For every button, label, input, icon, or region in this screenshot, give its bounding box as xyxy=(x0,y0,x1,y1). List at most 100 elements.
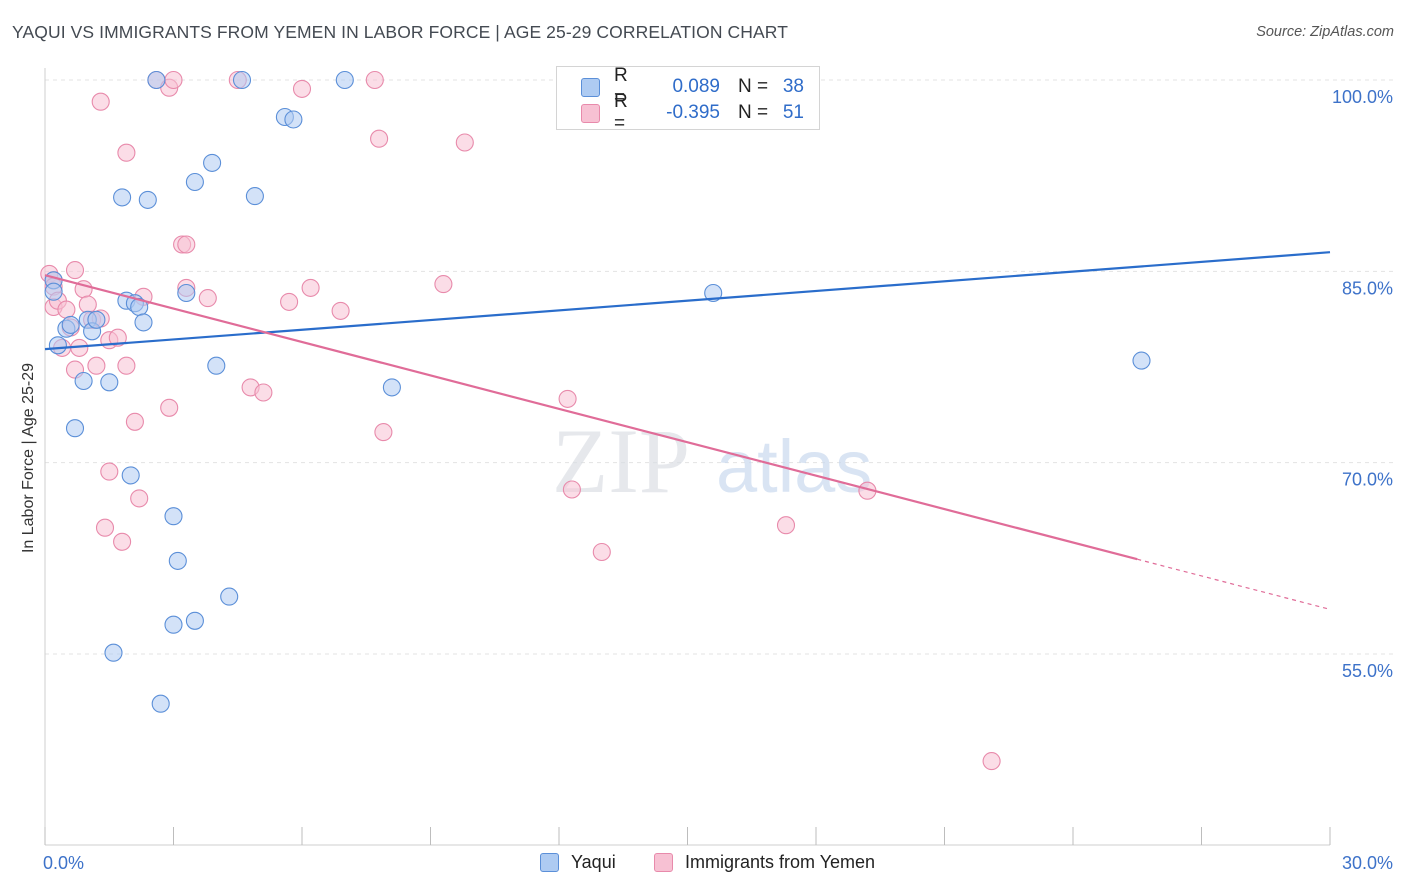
yemen-point xyxy=(125,412,144,431)
yemen-point xyxy=(117,143,136,162)
r-label: R = xyxy=(614,65,628,108)
yemen-point xyxy=(280,292,299,311)
yaqui-point xyxy=(177,283,196,303)
legend-item-yaqui[interactable]: Yaqui xyxy=(540,852,616,873)
yaqui-point xyxy=(147,70,166,90)
y-axis-label: In Labor Force | Age 25-29 xyxy=(20,362,37,554)
watermark-atlas: atlas xyxy=(716,425,872,508)
gridlines xyxy=(45,79,1395,655)
yemen-point xyxy=(198,289,217,308)
series-legend: Yaqui Immigrants from Yemen xyxy=(0,852,1406,878)
yaqui-point xyxy=(220,587,239,606)
yaqui-point xyxy=(100,373,119,392)
yemen-point xyxy=(592,542,611,562)
chart-title: YAQUI VS IMMIGRANTS FROM YEMEN IN LABOR … xyxy=(12,22,789,42)
yaqui-point xyxy=(232,70,252,90)
n-label: N = xyxy=(738,102,769,123)
yaqui-point xyxy=(151,694,170,713)
yaqui-point xyxy=(74,371,93,391)
x-tick-label: 30.0% xyxy=(1342,853,1393,873)
yaqui-point xyxy=(134,313,153,332)
yaqui-point xyxy=(164,615,183,634)
yemen-point xyxy=(95,518,115,537)
yemen-point xyxy=(365,70,384,90)
yaqui-point xyxy=(245,187,264,206)
yaqui-point xyxy=(48,336,67,355)
yemen-point xyxy=(455,133,474,152)
yaqui-trend-line xyxy=(44,251,1331,351)
source-credit: Source: ZipAtlas.com xyxy=(1256,24,1394,40)
r-value: -0.395 xyxy=(666,102,720,123)
yemen-point xyxy=(301,278,320,297)
yaqui-point xyxy=(1132,351,1151,370)
n-label: N = xyxy=(738,76,769,97)
n-value: 38 xyxy=(782,76,804,97)
stats-legend: R = 0.089 N = 38 R = -0.395 N = 51 xyxy=(556,65,820,134)
yemen-point xyxy=(292,79,312,98)
yaqui-point xyxy=(185,172,204,192)
y-tick-label: 55.0% xyxy=(1342,661,1393,681)
yaqui-swatch xyxy=(581,77,600,97)
yemen-point xyxy=(65,261,85,280)
yaqui-point xyxy=(168,551,187,570)
yaqui-point xyxy=(185,611,204,630)
yaqui-point xyxy=(203,153,222,172)
yaqui-point xyxy=(164,507,183,526)
yemen-trend-line-extension xyxy=(1137,558,1331,610)
yaqui-point xyxy=(284,110,303,129)
yaqui-point xyxy=(138,190,157,209)
yemen-point xyxy=(160,398,179,417)
yaqui-point xyxy=(44,282,63,301)
data-points xyxy=(40,70,1151,771)
yemen-point xyxy=(562,480,581,499)
yaqui-point xyxy=(65,419,85,438)
y-tick-label: 100.0% xyxy=(1332,87,1393,107)
yemen-point xyxy=(434,275,453,294)
y-tick-label: 85.0% xyxy=(1342,278,1393,298)
yemen-legend-swatch xyxy=(654,853,673,872)
yaqui-point xyxy=(87,310,106,329)
yemen-point xyxy=(177,235,196,254)
yemen-point xyxy=(558,389,577,408)
legend-label-yaqui: Yaqui xyxy=(571,852,616,872)
trend-lines xyxy=(44,251,1331,610)
stats-row-yaqui: R = 0.089 N = 38 xyxy=(581,65,804,108)
axes xyxy=(44,68,1331,846)
yemen-point xyxy=(254,383,273,402)
yemen-point xyxy=(331,301,350,320)
yaqui-point xyxy=(113,188,132,207)
yemen-point xyxy=(164,70,183,90)
yemen-point xyxy=(91,92,110,111)
yemen-point xyxy=(982,752,1001,771)
x-tick-label: 0.0% xyxy=(43,853,84,873)
yaqui-point xyxy=(207,356,226,375)
yemen-point xyxy=(87,356,106,375)
yemen-trend-line xyxy=(44,274,1138,561)
yaqui-point xyxy=(104,643,123,662)
yemen-point xyxy=(57,300,76,319)
yemen-point xyxy=(108,328,127,347)
yemen-swatch xyxy=(581,103,600,123)
yaqui-point xyxy=(61,315,80,334)
yemen-point xyxy=(370,129,389,148)
yemen-point xyxy=(78,295,97,314)
yaqui-point xyxy=(382,378,401,397)
yemen-point xyxy=(130,489,149,508)
yaqui-point xyxy=(704,283,723,303)
yaqui-point xyxy=(121,466,140,485)
r-value: 0.089 xyxy=(672,76,720,97)
yemen-point xyxy=(117,356,136,375)
r-label: R = xyxy=(614,91,628,134)
yaqui-legend-swatch xyxy=(540,853,559,872)
legend-label-yemen: Immigrants from Yemen xyxy=(685,852,876,872)
yemen-point xyxy=(113,532,132,551)
legend-item-yemen[interactable]: Immigrants from Yemen xyxy=(654,852,875,873)
stats-row-yemen: R = -0.395 N = 51 xyxy=(581,91,804,134)
watermark: ZIP atlas xyxy=(552,410,872,512)
yemen-point xyxy=(776,516,796,535)
yaqui-point xyxy=(335,70,354,90)
yemen-point xyxy=(374,423,393,442)
tick-labels: 100.0% 85.0% 70.0% 55.0% 0.0% 30.0% xyxy=(43,87,1393,873)
y-tick-label: 70.0% xyxy=(1342,470,1393,490)
